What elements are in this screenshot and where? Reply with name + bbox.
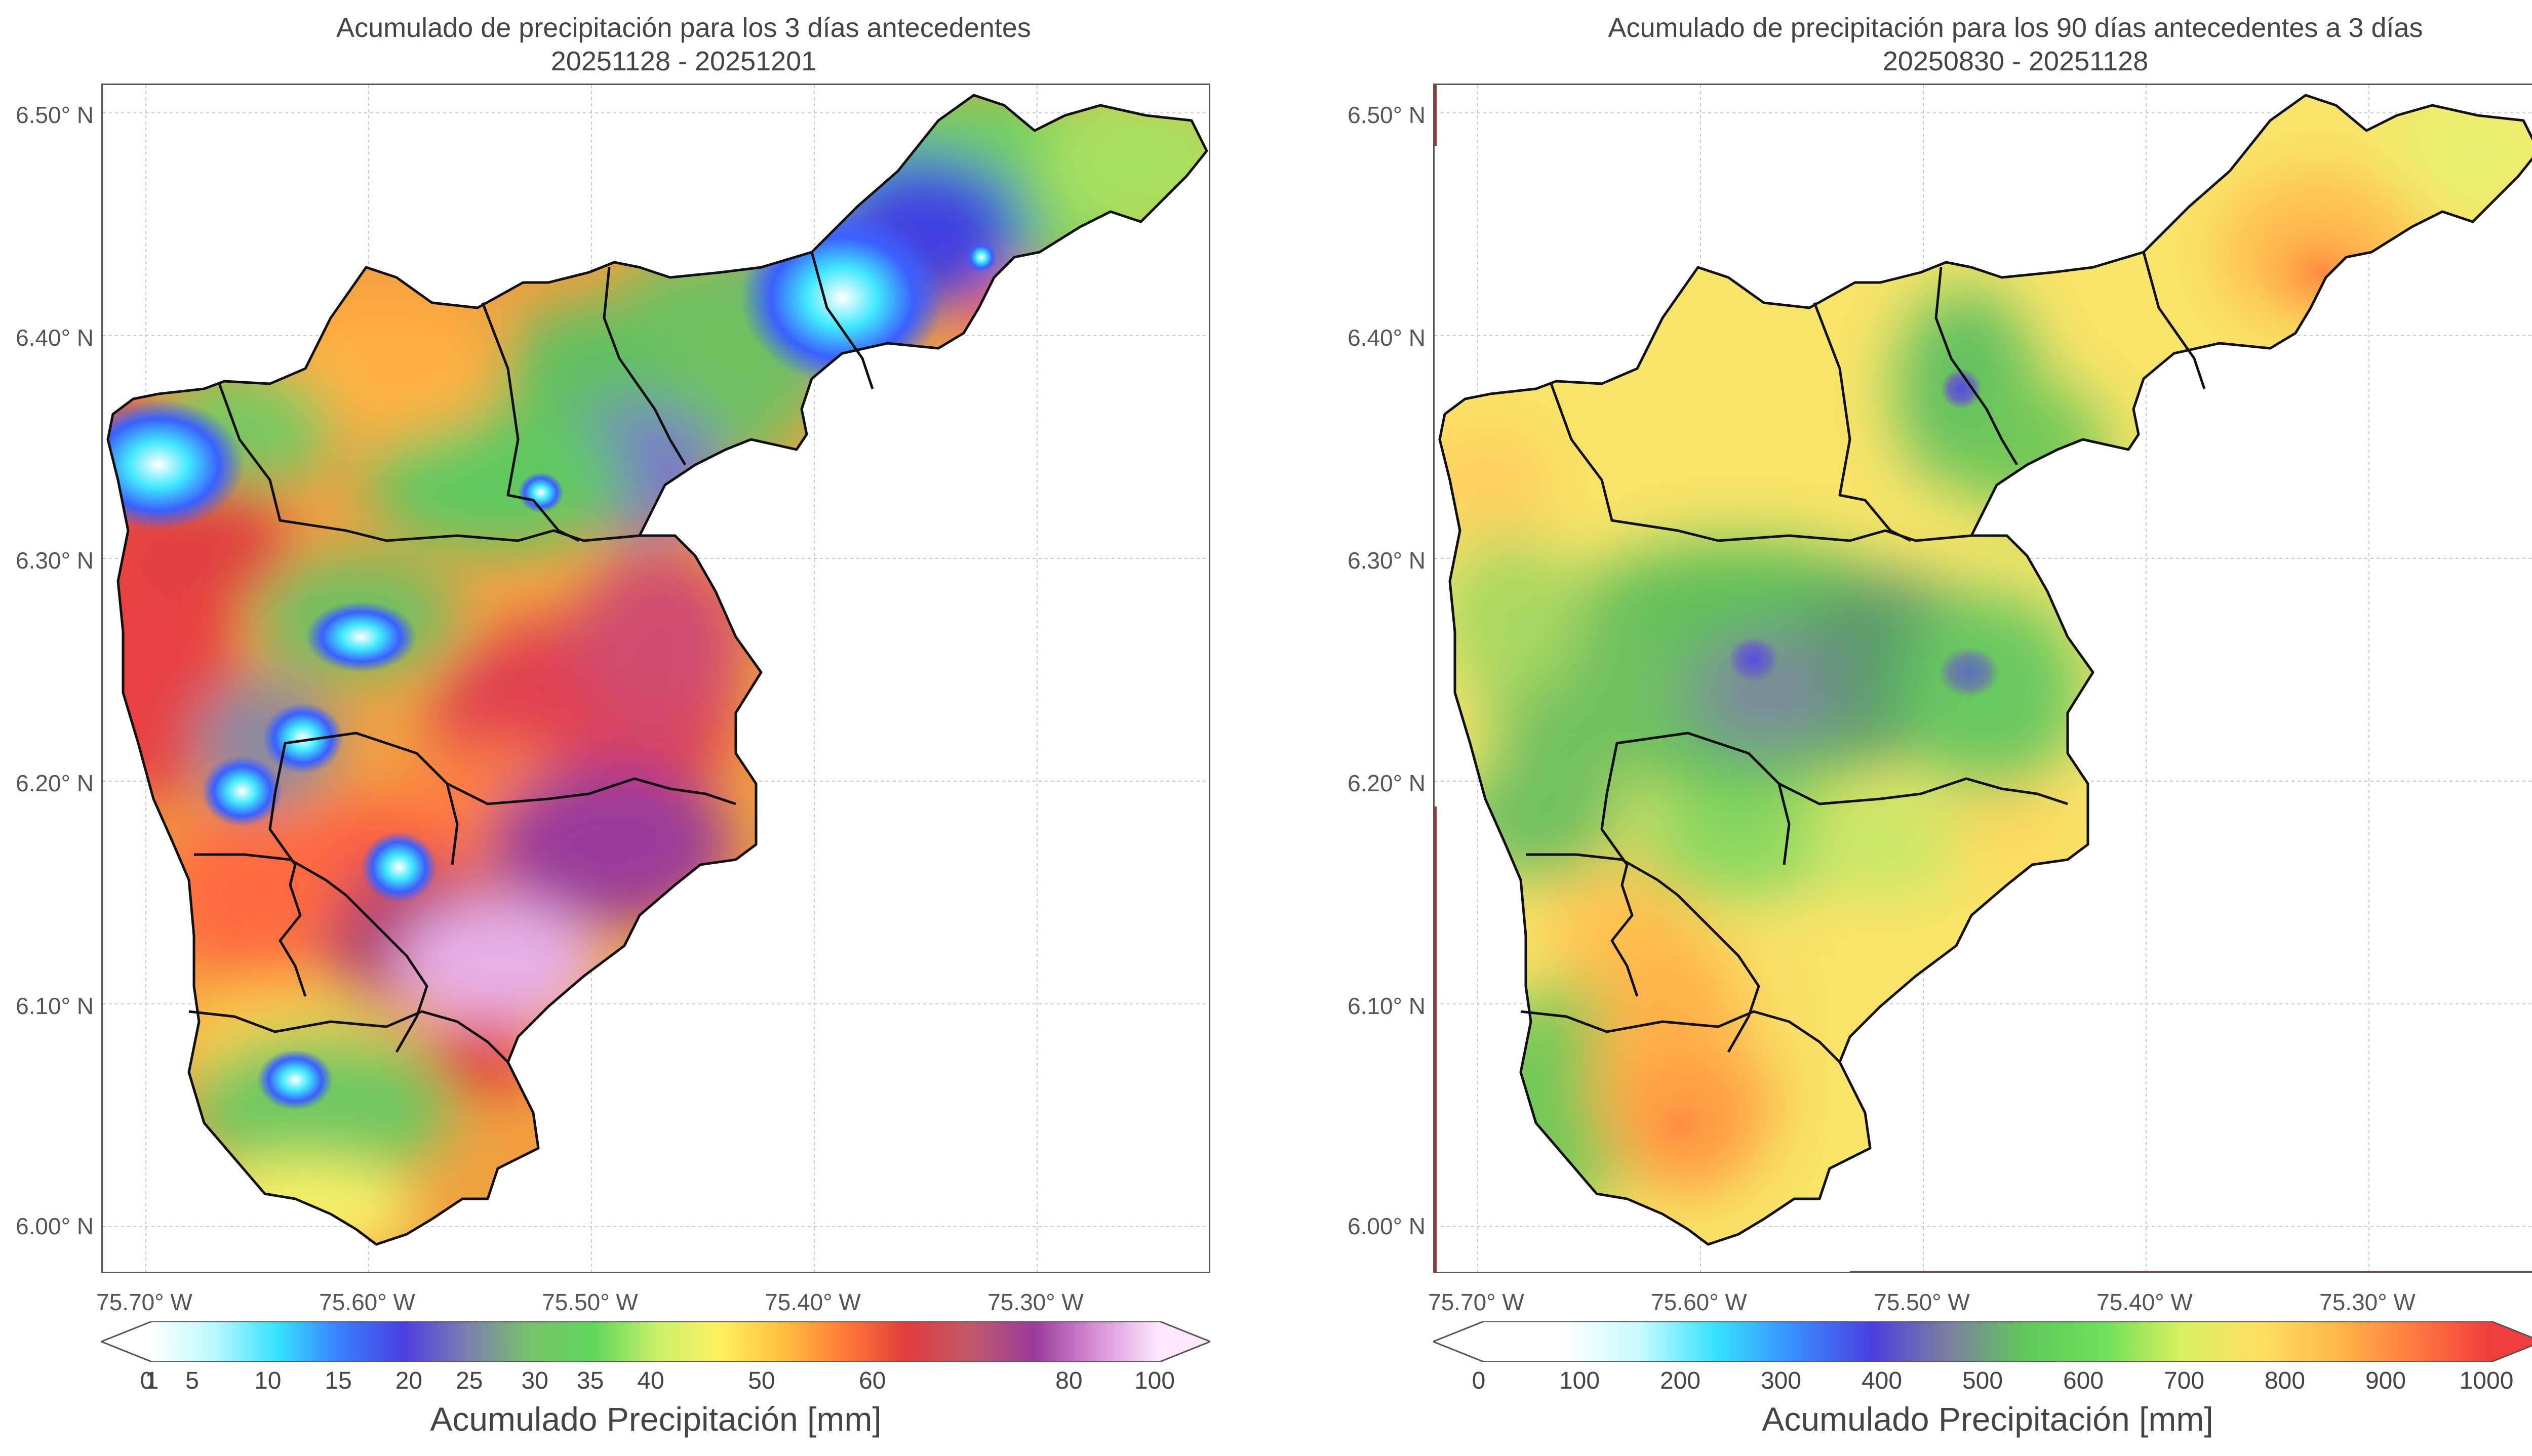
- colorbar-tick-label: 200: [1659, 1367, 1701, 1394]
- colorbar-tick-label: 100: [1134, 1367, 1175, 1394]
- colorbar-tick-label: 1: [145, 1367, 159, 1394]
- lat-tick-label: 6.10° N: [1348, 993, 1426, 1019]
- map-canvas: [103, 85, 1209, 1272]
- colorbar-tick-label: 25: [456, 1367, 483, 1394]
- map-canvas: [1435, 85, 2532, 1272]
- map-title-line1: Acumulado de precipitación para los 90 d…: [1608, 13, 2423, 43]
- lat-tick-label: 6.30° N: [16, 547, 94, 574]
- colorbar-tick-label: 400: [1861, 1367, 1903, 1394]
- colorbar-label: Acumulado Precipitación [mm]: [1762, 1400, 2213, 1438]
- lon-tick-label: 75.40° W: [765, 1289, 861, 1315]
- lat-tick-label: 6.20° N: [1348, 770, 1426, 796]
- colorbar-tick-label: 20: [395, 1367, 423, 1394]
- map-title-period: 20251128 - 20251201: [550, 46, 817, 76]
- lat-tick-label: 6.00° N: [1348, 1213, 1426, 1239]
- colorbar-tick-label: 80: [1055, 1367, 1083, 1394]
- map-title: Acumulado de precipitación para los 3 dí…: [101, 11, 1266, 78]
- lon-tick-label: 75.30° W: [2319, 1289, 2416, 1315]
- lat-tick-label: 6.20° N: [16, 770, 94, 796]
- colorbar-tick-label: 15: [325, 1367, 352, 1394]
- lat-tick-label: 6.50° N: [1348, 102, 1426, 128]
- lat-tick-label: 6.10° N: [16, 993, 94, 1019]
- map-title-line1: Acumulado de precipitación para los 3 dí…: [336, 13, 1031, 43]
- lon-tick-label: 75.70° W: [96, 1289, 192, 1315]
- lat-tick-label: 6.40° N: [1348, 325, 1426, 351]
- colorbar-tick-label: 30: [521, 1367, 548, 1394]
- lon-tick-label: 75.30° W: [987, 1289, 1084, 1315]
- lon-tick-label: 75.60° W: [1651, 1289, 1747, 1315]
- colorbar-tick-label: 0: [140, 1367, 154, 1394]
- colorbar-tick-label: 900: [2365, 1367, 2406, 1394]
- colorbar-tick-label: 800: [2264, 1367, 2306, 1394]
- precipitation-field: [1440, 95, 2532, 1244]
- colorbar-tick-label: 1000: [2459, 1367, 2514, 1394]
- colorbar-tick-label: 700: [2163, 1367, 2205, 1394]
- colorbar-tick-label: 100: [1559, 1367, 1600, 1394]
- map-area: [101, 84, 1210, 1273]
- colorbar-tick-label: 5: [185, 1367, 199, 1394]
- colorbar-label: Acumulado Precipitación [mm]: [430, 1400, 882, 1438]
- lat-tick-label: 6.40° N: [16, 325, 94, 351]
- map-area: [1433, 84, 2532, 1273]
- municipality-boundaries: [106, 94, 1208, 1246]
- map-panel-90day: Acumulado de precipitación para los 90 d…: [1348, 0, 2532, 1456]
- lon-tick-label: 75.50° W: [1874, 1289, 1970, 1315]
- colorbar: [1433, 1321, 2532, 1362]
- lon-tick-label: 75.50° W: [542, 1289, 638, 1315]
- lat-tick-label: 6.00° N: [16, 1213, 94, 1239]
- colorbar-tick-label: 35: [576, 1367, 604, 1394]
- colorbar-tick-label: 50: [748, 1367, 775, 1394]
- colorbar-tick-label: 600: [2063, 1367, 2104, 1394]
- lon-tick-label: 75.40° W: [2096, 1289, 2193, 1315]
- colorbar-tick-label: 40: [637, 1367, 664, 1394]
- lat-tick-label: 6.30° N: [1348, 547, 1426, 574]
- lon-tick-label: 75.70° W: [1428, 1289, 1524, 1315]
- map-title: Acumulado de precipitación para los 90 d…: [1433, 11, 2532, 78]
- map-title-period: 20250830 - 20251128: [1882, 46, 2149, 76]
- precipitation-field: [108, 95, 1207, 1244]
- colorbar-tick-label: 500: [1962, 1367, 2003, 1394]
- colorbar-tick-label: 10: [254, 1367, 282, 1394]
- map-panel-3day: Acumulado de precipitación para los 3 dí…: [16, 0, 1266, 1456]
- colorbar-tick-label: 60: [859, 1367, 886, 1394]
- colorbar: [101, 1321, 1210, 1362]
- lat-tick-label: 6.50° N: [16, 102, 94, 128]
- lon-tick-label: 75.60° W: [319, 1289, 415, 1315]
- colorbar-tick-label: 300: [1760, 1367, 1802, 1394]
- colorbar-tick-label: 0: [1472, 1367, 1486, 1394]
- municipality-boundaries: [1438, 94, 2532, 1246]
